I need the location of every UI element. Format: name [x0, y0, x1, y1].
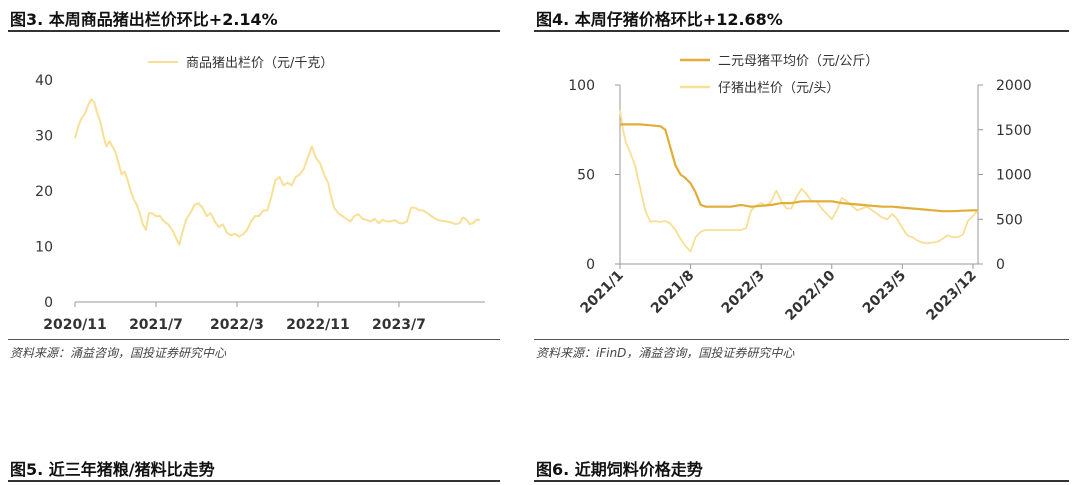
x-tick-label: 2023/12	[924, 268, 980, 324]
x-tick-label: 2022/10	[782, 267, 838, 323]
x-tick-label: 2022/3	[210, 317, 264, 333]
left-tick-label: 0	[586, 257, 595, 273]
right-tick-label: 500	[996, 212, 1023, 228]
y-tick-label: 0	[44, 295, 53, 311]
figure-4-source: 资料来源：iFinD，涌益咨询，国投证券研究中心	[536, 346, 795, 360]
legend-label: 仔猪出栏价（元/头）	[718, 81, 839, 96]
figure-6-title: 图6. 近期饲料价格走势	[536, 460, 703, 479]
x-tick-label: 2023/7	[372, 317, 426, 333]
figure-5-title: 图5. 近三年猪粮/猪料比走势	[10, 460, 215, 479]
left-tick-label: 50	[577, 168, 595, 184]
right-tick-label: 2000	[996, 78, 1032, 94]
left-tick-label: 100	[568, 78, 595, 94]
right-tick-label: 1000	[996, 168, 1032, 184]
x-tick-label: 2022/11	[286, 317, 350, 333]
x-tick-label: 2021/8	[648, 268, 697, 317]
y-tick-label: 40	[35, 73, 53, 89]
x-tick-label: 2021/7	[129, 317, 183, 333]
y-tick-label: 10	[35, 240, 53, 256]
figure-6-top-rule	[534, 480, 1069, 482]
y-tick-label: 20	[35, 184, 53, 200]
x-tick-label: 2020/11	[43, 317, 107, 333]
figure-3-chart: 0 10 20 30 40 2020/11 2021/7 2022/3 2022/11 2023/…	[35, 56, 485, 333]
right-tick-label: 1500	[996, 123, 1032, 139]
right-tick-label: 0	[996, 257, 1005, 273]
figure-3-top-rule	[8, 30, 500, 32]
x-tick-label: 2021/1	[577, 268, 626, 317]
series-line-commodity-pig-price	[74, 98, 480, 246]
series-line-sow-price	[620, 123, 978, 213]
x-tick-label: 2023/5	[860, 268, 909, 317]
figure-5-top-rule	[8, 480, 500, 482]
series-line-piglet-price	[619, 109, 979, 253]
figure-4-bottom-rule	[534, 339, 1069, 340]
figure-3-bottom-rule	[8, 339, 500, 340]
legend-label: 商品猪出栏价（元/千克）	[186, 56, 333, 71]
figure-3-title: 图3. 本周商品猪出栏价环比+2.14%	[10, 10, 278, 29]
y-tick-label: 30	[35, 129, 53, 145]
legend-label: 二元母猪平均价（元/公斤）	[718, 54, 878, 69]
figure-4-title: 图4. 本周仔猪价格环比+12.68%	[536, 10, 783, 29]
figure-3-source: 资料来源：涌益咨询，国投证券研究中心	[10, 346, 227, 360]
x-tick-label: 2022/3	[719, 268, 768, 317]
figure-4-top-rule	[534, 30, 1069, 32]
